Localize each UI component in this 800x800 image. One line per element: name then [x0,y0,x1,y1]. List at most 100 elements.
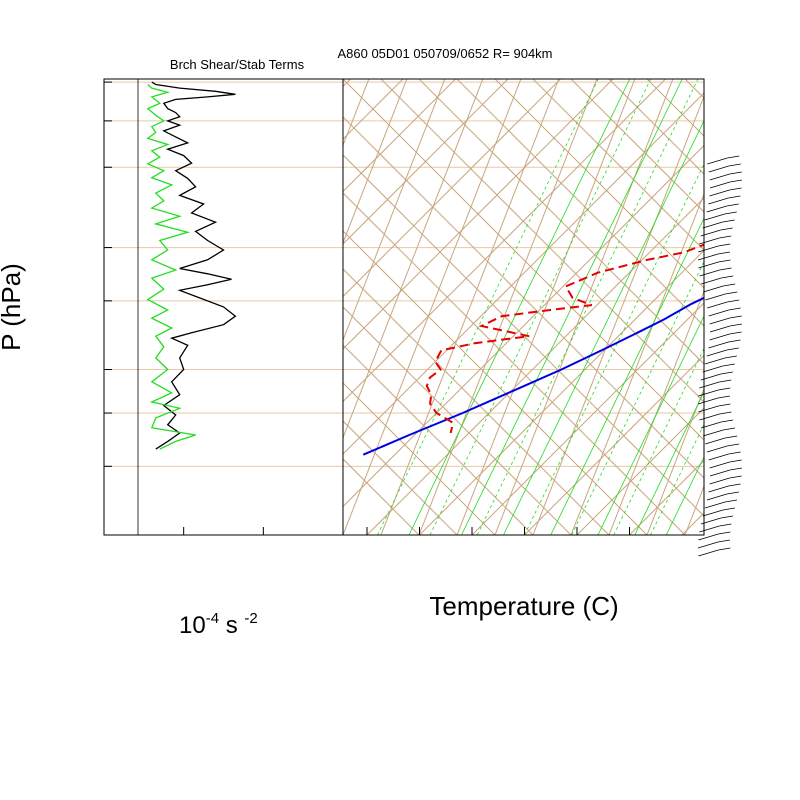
wind-barb-staff [717,539,731,543]
wind-barb-staff [720,515,734,519]
wind-barb-staff [729,331,742,335]
wind-barb-flag [697,397,719,405]
wind-barbs [697,155,743,557]
wind-barb-staff [718,387,731,391]
wind-barb-flag [708,165,729,173]
wind-barb-staff [729,171,742,175]
wind-barb-staff [718,531,731,535]
mixing-ratio-line [503,119,704,535]
adiabat-line [343,79,484,439]
left-isobar-gridlines [104,81,343,535]
wind-barb-flag [702,221,723,229]
mixing-ratio-line [476,79,699,535]
wind-barb-staff [723,283,736,287]
wind-barb-staff [719,523,732,527]
left-series-group [146,81,237,450]
mixing-ratio-line [571,260,704,535]
adiabat-line [570,192,704,535]
wind-barb-staff [719,411,732,415]
wind-barb-flag [697,253,719,261]
wind-barb-flag [706,205,727,213]
wind-barb-flag [708,485,729,493]
wind-barb-flag [707,157,728,165]
wind-barb-flag [706,493,728,501]
wind-barb-flag [699,525,720,533]
wind-barb-staff [727,155,740,159]
adiabat-line [343,192,686,535]
wind-barb-staff [726,203,739,207]
isotherm-line [787,79,800,535]
wind-barb-staff [719,235,732,239]
wind-barb-flag [699,381,720,389]
mixing-ratio-line [665,456,704,535]
adiabat-line [761,79,800,535]
wind-barb-flag [698,405,719,413]
wind-barb-flag [709,181,731,189]
adiabat-line [456,79,636,535]
mixing-ratio-line [550,217,704,535]
wind-barb-flag [704,501,726,509]
wind-barb-staff [718,547,731,551]
wind-barb-flag [706,445,728,453]
isotherm-line [343,79,614,350]
wind-barb-flag [697,541,719,549]
isotherm-line [366,197,704,535]
y-axis-label: P (hPa) [0,263,26,351]
wind-barb-staff [728,195,741,199]
adiabat-line [723,79,800,535]
adiabat-line [1,0,357,535]
wind-barb-staff [729,323,743,327]
wind-barb-flag [698,389,719,397]
left-y-ticks [104,81,112,536]
unit-exponent-2: -2 [244,610,257,627]
wind-barb-flag [705,293,726,301]
adiabat-line [418,79,704,365]
isotherm-line [343,144,704,508]
wind-barb-flag [700,229,721,237]
adiabat-line [343,268,610,535]
isotherm-line [343,92,704,455]
adiabat-line [608,290,704,535]
adiabat-line [380,79,560,535]
wind-barb-flag [699,269,720,277]
temperature-profile-line [362,296,704,456]
sounding-series-group [362,243,704,456]
wind-barb-flag [702,365,723,373]
wind-barb-staff [724,499,738,503]
adiabat-line [0,0,243,535]
wind-barb-flag [698,245,719,253]
skewt-background [0,0,800,535]
adiabat-line [418,79,598,535]
isotherm-line [735,79,800,535]
mixing-ratio-line [524,163,704,535]
wind-barb-flag [709,189,730,197]
adiabat-line [380,79,704,403]
left-x-axis-unit: 10-4 s -2 [179,610,258,639]
wind-barb-flag [705,437,726,445]
wind-barb-flag [698,261,719,269]
wind-barb-staff [718,259,731,263]
wind-barb-staff [729,475,742,479]
right-x-ticks [366,527,630,535]
wind-barb-staff [728,307,741,311]
wind-barb-flag [701,277,722,285]
mixing-ratio-line [613,347,704,535]
adiabat-line [343,344,534,535]
adiabat-line [0,0,319,535]
wind-barb-staff [717,251,731,255]
wind-barb-flag [709,173,730,181]
mixing-ratio-line [429,79,652,535]
adiabat-line [646,387,704,535]
right-panel: Temperature (C) [0,0,800,621]
wind-barb-staff [729,179,743,183]
adiabat-line [343,79,522,535]
mixing-ratio-line [650,423,704,535]
wind-barb-staff [719,267,732,271]
unit-base: 10 [179,612,206,639]
isotherm-line [343,79,456,193]
wind-barb-staff [729,459,742,463]
isotherm-line [343,79,561,298]
unit-exponent-1: -4 [206,610,219,627]
wind-barb-flag [709,477,730,485]
adiabat-line [343,420,458,535]
